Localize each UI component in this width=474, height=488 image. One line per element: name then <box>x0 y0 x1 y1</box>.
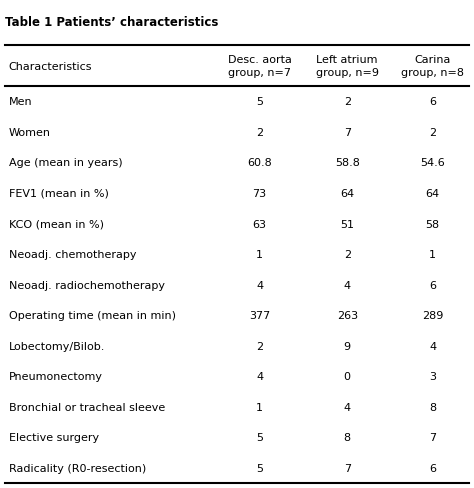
Text: 6: 6 <box>429 97 436 107</box>
Text: 6: 6 <box>429 463 436 473</box>
Text: 4: 4 <box>344 402 351 412</box>
Text: 7: 7 <box>344 128 351 138</box>
Text: 263: 263 <box>337 310 358 321</box>
Text: 73: 73 <box>253 188 266 199</box>
Text: Women: Women <box>9 128 51 138</box>
Text: Neoadj. chemotherapy: Neoadj. chemotherapy <box>9 249 136 260</box>
Text: 2: 2 <box>344 249 351 260</box>
Text: Operating time (mean in min): Operating time (mean in min) <box>9 310 175 321</box>
Text: 1: 1 <box>256 402 263 412</box>
Text: 5: 5 <box>256 432 263 443</box>
Text: 1: 1 <box>256 249 263 260</box>
Text: 2: 2 <box>256 341 263 351</box>
Text: 289: 289 <box>422 310 443 321</box>
Text: 54.6: 54.6 <box>420 158 445 168</box>
Text: 6: 6 <box>429 280 436 290</box>
Text: Lobectomy/Bilob.: Lobectomy/Bilob. <box>9 341 105 351</box>
Text: 7: 7 <box>344 463 351 473</box>
Text: 4: 4 <box>429 341 436 351</box>
Text: Characteristics: Characteristics <box>9 61 92 72</box>
Text: 7: 7 <box>429 432 436 443</box>
Text: 5: 5 <box>256 97 263 107</box>
Text: Radicality (R0-resection): Radicality (R0-resection) <box>9 463 146 473</box>
Text: 3: 3 <box>429 371 436 382</box>
Text: 58.8: 58.8 <box>335 158 360 168</box>
Text: 58: 58 <box>426 219 439 229</box>
Text: 8: 8 <box>429 402 436 412</box>
Text: 2: 2 <box>256 128 263 138</box>
Text: 63: 63 <box>253 219 266 229</box>
Text: Neoadj. radiochemotherapy: Neoadj. radiochemotherapy <box>9 280 164 290</box>
Text: 0: 0 <box>344 371 351 382</box>
Text: 4: 4 <box>256 371 263 382</box>
Text: Left atrium
group, n=9: Left atrium group, n=9 <box>316 55 379 78</box>
Text: Bronchial or tracheal sleeve: Bronchial or tracheal sleeve <box>9 402 165 412</box>
Text: Desc. aorta
group, n=7: Desc. aorta group, n=7 <box>228 55 292 78</box>
Text: 2: 2 <box>344 97 351 107</box>
Text: FEV1 (mean in %): FEV1 (mean in %) <box>9 188 109 199</box>
Text: 64: 64 <box>340 188 354 199</box>
Text: 51: 51 <box>340 219 354 229</box>
Text: 377: 377 <box>249 310 270 321</box>
Text: 5: 5 <box>256 463 263 473</box>
Text: 9: 9 <box>344 341 351 351</box>
Text: 2: 2 <box>429 128 436 138</box>
Text: Age (mean in years): Age (mean in years) <box>9 158 122 168</box>
Text: Men: Men <box>9 97 32 107</box>
Text: 60.8: 60.8 <box>247 158 272 168</box>
Text: KCO (mean in %): KCO (mean in %) <box>9 219 103 229</box>
Text: 8: 8 <box>344 432 351 443</box>
Text: Elective surgery: Elective surgery <box>9 432 99 443</box>
Text: 1: 1 <box>429 249 436 260</box>
Text: Carina
group, n=8: Carina group, n=8 <box>401 55 464 78</box>
Text: 4: 4 <box>344 280 351 290</box>
Text: Pneumonectomy: Pneumonectomy <box>9 371 102 382</box>
Text: Table 1 Patients’ characteristics: Table 1 Patients’ characteristics <box>5 16 218 29</box>
Text: 4: 4 <box>256 280 263 290</box>
Text: 64: 64 <box>426 188 439 199</box>
